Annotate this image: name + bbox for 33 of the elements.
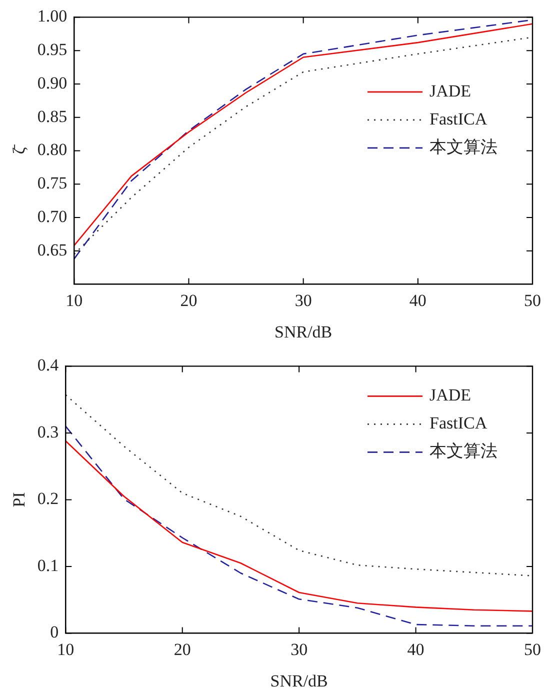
x-tick-label: 30 [294,290,312,310]
legend-label: FastICA [430,109,488,128]
legend-label: FastICA [430,414,488,433]
y-tick-label: 0.2 [37,489,59,508]
x-tick-label: 20 [180,290,198,310]
y-tick-label: 0.75 [37,174,68,193]
legend-label: JADE [430,81,472,100]
y-tick-label: 0.65 [37,240,68,260]
y-tick-label: 0.95 [37,40,68,60]
y-axis-title: PI [10,492,29,508]
legend-label: 本文算法 [430,137,498,156]
x-tick-label: 40 [409,290,426,310]
y-tick-label: 0.4 [37,356,60,375]
x-tick-label: 50 [524,640,541,659]
y-tick-label: 0.85 [37,106,68,126]
y-tick-label: 1.00 [37,6,68,26]
y-tick-label: 0.70 [37,206,68,226]
x-axis-title: SNR/dB [274,322,332,342]
y-tick-label: 0.80 [37,140,68,160]
y-tick-label: 0.3 [37,422,59,442]
legend-label: 本文算法 [430,442,498,461]
x-axis-title: SNR/dB [270,671,328,690]
x-tick-label: 20 [174,640,191,659]
y-axis-title: ζ̄ [10,144,29,154]
x-tick-label: 10 [57,640,74,659]
legend-label: JADE [430,386,472,405]
y-tick-label: 0.1 [37,556,59,575]
x-tick-label: 40 [407,640,424,659]
x-tick-label: 50 [524,290,541,310]
x-tick-label: 10 [66,290,83,310]
y-tick-label: 0.90 [37,73,68,92]
y-tick-label: 0 [50,622,59,642]
x-tick-label: 30 [290,640,308,659]
